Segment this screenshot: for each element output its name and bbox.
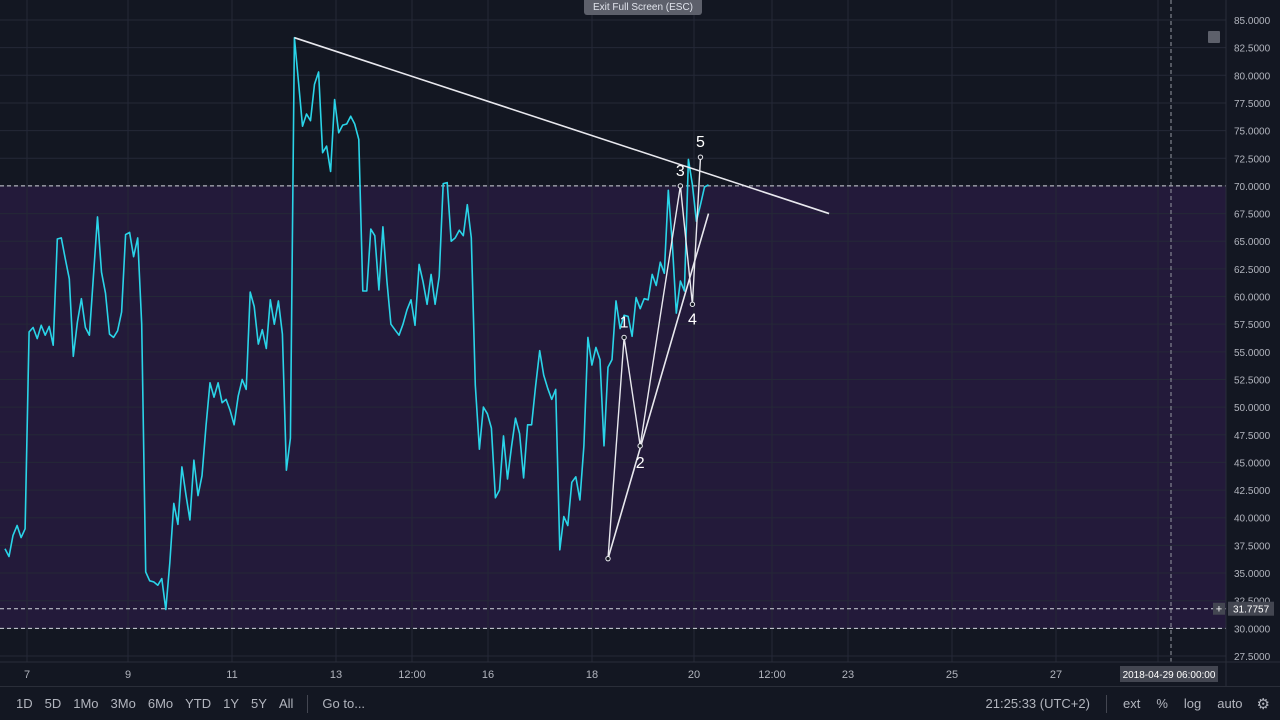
time-axis-tick-label: 12:00: [398, 669, 426, 681]
time-axis-tick-label: 27: [1050, 669, 1062, 681]
wave-point-handle[interactable]: [605, 555, 611, 562]
timeframe-5y-button[interactable]: 5Y: [251, 696, 267, 711]
object-tree-icon[interactable]: [1208, 31, 1220, 43]
crosshair-date-label: 2018-04-29 06:00:00: [1123, 670, 1216, 681]
time-axis-tick-label: 20: [688, 669, 700, 681]
price-axis-tick-label: 50.0000: [1234, 403, 1271, 414]
plus-icon: +: [1216, 604, 1222, 616]
wave-point-handle[interactable]: [677, 183, 684, 189]
gear-icon[interactable]: ⚙: [1256, 695, 1270, 713]
timeframe-all-button[interactable]: All: [278, 696, 294, 711]
exit-fullscreen-button[interactable]: Exit Full Screen (ESC): [584, 0, 702, 15]
price-axis-tick-label: 67.5000: [1234, 210, 1271, 221]
price-axis-tick-label: 82.5000: [1234, 44, 1271, 55]
price-axis-tick-label: 40.0000: [1234, 514, 1271, 525]
price-axis-tick-label: 70.0000: [1234, 182, 1271, 193]
timeframe-1mo-button[interactable]: 1Mo: [73, 696, 99, 711]
wave-point-handle[interactable]: [621, 334, 627, 341]
percent-toggle[interactable]: %: [1156, 696, 1168, 711]
bottom-toolbar: 1D 5D 1Mo 3Mo 6Mo YTD 1Y 5Y All Go to...…: [0, 686, 1280, 720]
price-axis-tick-label: 80.0000: [1234, 71, 1271, 82]
wave-label: 3: [676, 163, 685, 180]
goto-button[interactable]: Go to...: [322, 696, 366, 711]
price-axis-tick-label: 85.0000: [1234, 16, 1271, 27]
wave-point-handle[interactable]: [637, 443, 643, 449]
price-axis-tick-label: 47.5000: [1234, 431, 1271, 442]
wave-label: 2: [636, 455, 645, 472]
elliott-wave-line[interactable]: [607, 157, 702, 559]
price-marker-label: 31.7757: [1233, 605, 1270, 616]
toolbar-divider: [307, 694, 309, 713]
timeframe-5d-button[interactable]: 5D: [44, 696, 62, 711]
price-axis-tick-label: 30.0000: [1234, 624, 1271, 635]
auto-toggle[interactable]: auto: [1217, 696, 1243, 711]
price-axis-tick-label: 27.5000: [1234, 652, 1271, 663]
price-axis-tick-label: 65.0000: [1234, 237, 1271, 248]
timeframe-1y-button[interactable]: 1Y: [223, 696, 240, 711]
wave-point-handle[interactable]: [697, 154, 704, 160]
price-marker-badge: [1228, 601, 1274, 616]
timeframe-1d-button[interactable]: 1D: [16, 696, 33, 711]
timeframe-6mo-button[interactable]: 6Mo: [147, 696, 174, 711]
clock-timezone[interactable]: 21:25:33 (UTC+2): [985, 696, 1090, 711]
price-axis-tick-label: 62.5000: [1234, 265, 1271, 276]
wave-label: 1: [620, 314, 629, 331]
timeframe-ytd-button[interactable]: YTD: [185, 696, 212, 711]
time-axis-tick-label: 13: [330, 669, 342, 681]
trendline[interactable]: [607, 213, 710, 559]
time-axis-tick-label: 12:00: [758, 669, 786, 681]
price-axis-tick-label: 60.0000: [1234, 293, 1271, 304]
price-axis-tick-label: 37.5000: [1234, 541, 1271, 552]
price-axis-tick-label: 55.0000: [1234, 348, 1271, 359]
price-axis: [1226, 0, 1280, 686]
wave-label: 4: [688, 311, 697, 328]
price-axis-tick-label: 77.5000: [1234, 99, 1271, 110]
time-axis-tick-label: 9: [125, 669, 131, 681]
log-toggle[interactable]: log: [1183, 696, 1202, 711]
price-axis-tick-label: 75.0000: [1234, 127, 1271, 138]
time-axis-tick-label: 23: [842, 669, 854, 681]
price-axis-tick-label: 35.0000: [1234, 569, 1271, 580]
wave-label: 5: [696, 134, 705, 151]
crosshair-date-badge: [1120, 666, 1218, 682]
add-alert-button[interactable]: [1213, 602, 1225, 615]
price-series-line: [4, 36, 709, 611]
timeframe-3mo-button[interactable]: 3Mo: [110, 696, 136, 711]
price-axis-tick-label: 52.5000: [1234, 375, 1271, 386]
wave-point-handle[interactable]: [689, 301, 696, 307]
trendline[interactable]: [294, 36, 830, 215]
price-axis-tick-label: 45.0000: [1234, 458, 1271, 469]
toolbar-divider: [1105, 694, 1107, 713]
price-axis-tick-label: 72.5000: [1234, 154, 1271, 165]
time-axis-tick-label: 18: [586, 669, 598, 681]
ext-toggle[interactable]: ext: [1122, 696, 1141, 711]
price-axis-tick-label: 57.5000: [1234, 320, 1271, 331]
time-axis-tick-label: 7: [24, 669, 30, 681]
price-axis-tick-label: 42.5000: [1234, 486, 1271, 497]
time-axis-tick-label: 11: [226, 669, 237, 681]
time-axis-tick-label: 16: [482, 669, 494, 681]
time-axis-tick-label: 25: [946, 669, 958, 681]
